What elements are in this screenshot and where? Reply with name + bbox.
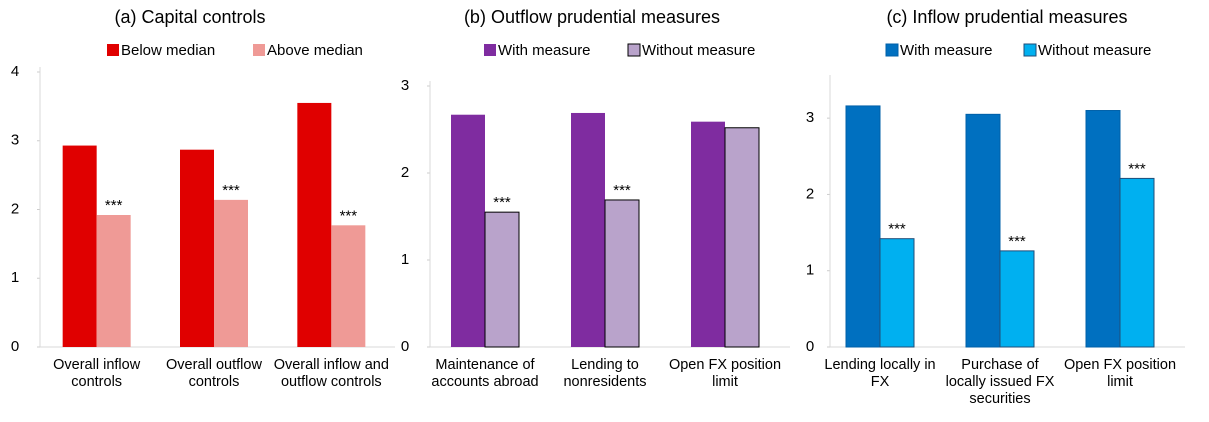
- y-tick-label: 1: [806, 262, 814, 279]
- x-tick-label-box: Overall outflow controls: [166, 357, 262, 390]
- x-tick-label: Maintenance of accounts abroad: [431, 357, 539, 390]
- bar: [451, 114, 485, 348]
- bar: [484, 211, 520, 348]
- legend-label: Above median: [267, 42, 363, 59]
- legend-swatch: [484, 44, 496, 56]
- bar: [62, 145, 97, 347]
- chart-title: (b) Outflow prudential measures: [464, 7, 720, 27]
- legend-label: With measure: [900, 42, 993, 59]
- bar: [724, 127, 760, 348]
- y-tick-label: 3: [11, 132, 19, 149]
- y-tick-label: 0: [401, 338, 409, 355]
- bar: [96, 215, 131, 347]
- legend-label: With measure: [498, 42, 591, 59]
- bar: [297, 102, 332, 347]
- bar: [331, 225, 366, 347]
- x-tick-label: Purchase of locally issued FX securities: [945, 357, 1055, 407]
- legend-swatch: [627, 43, 641, 57]
- legend-label: Without measure: [642, 42, 755, 59]
- y-tick-label: 4: [11, 63, 19, 80]
- bar: [180, 149, 214, 347]
- bar: [1119, 177, 1155, 348]
- significance-marker: ***: [613, 182, 631, 199]
- y-tick-label: 3: [806, 109, 814, 126]
- bar: [999, 250, 1035, 348]
- x-tick-label: Overall inflow and outflow controls: [273, 357, 389, 390]
- bar: [879, 238, 915, 348]
- bar: [1085, 110, 1121, 348]
- y-tick-label: 2: [401, 164, 409, 181]
- legend-label: Below median: [121, 42, 215, 59]
- x-tick-label-box: Overall inflow controls: [53, 357, 141, 390]
- significance-marker: ***: [105, 197, 123, 214]
- legend-swatch: [885, 43, 899, 57]
- bar: [604, 199, 640, 348]
- significance-marker: ***: [888, 221, 906, 238]
- y-tick-label: 2: [806, 185, 814, 202]
- bar: [691, 121, 725, 347]
- y-tick-label: 0: [806, 338, 814, 355]
- x-tick-label-box: Purchase of locally issued FX securities: [945, 357, 1055, 407]
- bar: [214, 199, 248, 347]
- legend-swatch: [253, 44, 265, 56]
- x-tick-label-box: Open FX position limit: [1063, 357, 1177, 390]
- x-tick-label: Overall inflow controls: [53, 357, 141, 390]
- x-tick-label: Overall outflow controls: [166, 357, 262, 390]
- legend-swatch: [1023, 43, 1037, 57]
- y-tick-label: 1: [11, 269, 19, 286]
- y-tick-label: 0: [11, 338, 19, 355]
- x-tick-label: Lending locally in FX: [824, 357, 936, 390]
- bar: [571, 112, 605, 347]
- significance-marker: ***: [222, 182, 240, 199]
- legend-swatch: [107, 44, 119, 56]
- y-tick-label: 3: [401, 77, 409, 94]
- significance-marker: ***: [493, 194, 511, 211]
- x-tick-label-box: Open FX position limit: [668, 357, 782, 390]
- x-tick-label: Open FX position limit: [1063, 357, 1177, 390]
- x-tick-label-box: Lending locally in FX: [824, 357, 936, 390]
- significance-marker: ***: [1008, 233, 1026, 250]
- x-tick-label-box: Lending to nonresidents: [563, 357, 647, 390]
- y-tick-label: 2: [11, 200, 19, 217]
- legend-label: Without measure: [1038, 42, 1151, 59]
- chart-title: (a) Capital controls: [114, 7, 265, 27]
- y-tick-label: 1: [401, 251, 409, 268]
- x-tick-label: Lending to nonresidents: [563, 357, 647, 390]
- x-tick-label: Open FX position limit: [668, 357, 782, 390]
- significance-marker: ***: [340, 207, 358, 224]
- x-tick-label-box: Maintenance of accounts abroad: [431, 357, 539, 390]
- bar: [965, 113, 1001, 348]
- chart-title: (c) Inflow prudential measures: [886, 7, 1127, 27]
- significance-marker: ***: [1128, 160, 1146, 177]
- x-tick-label-box: Overall inflow and outflow controls: [273, 357, 389, 390]
- bar: [845, 105, 881, 348]
